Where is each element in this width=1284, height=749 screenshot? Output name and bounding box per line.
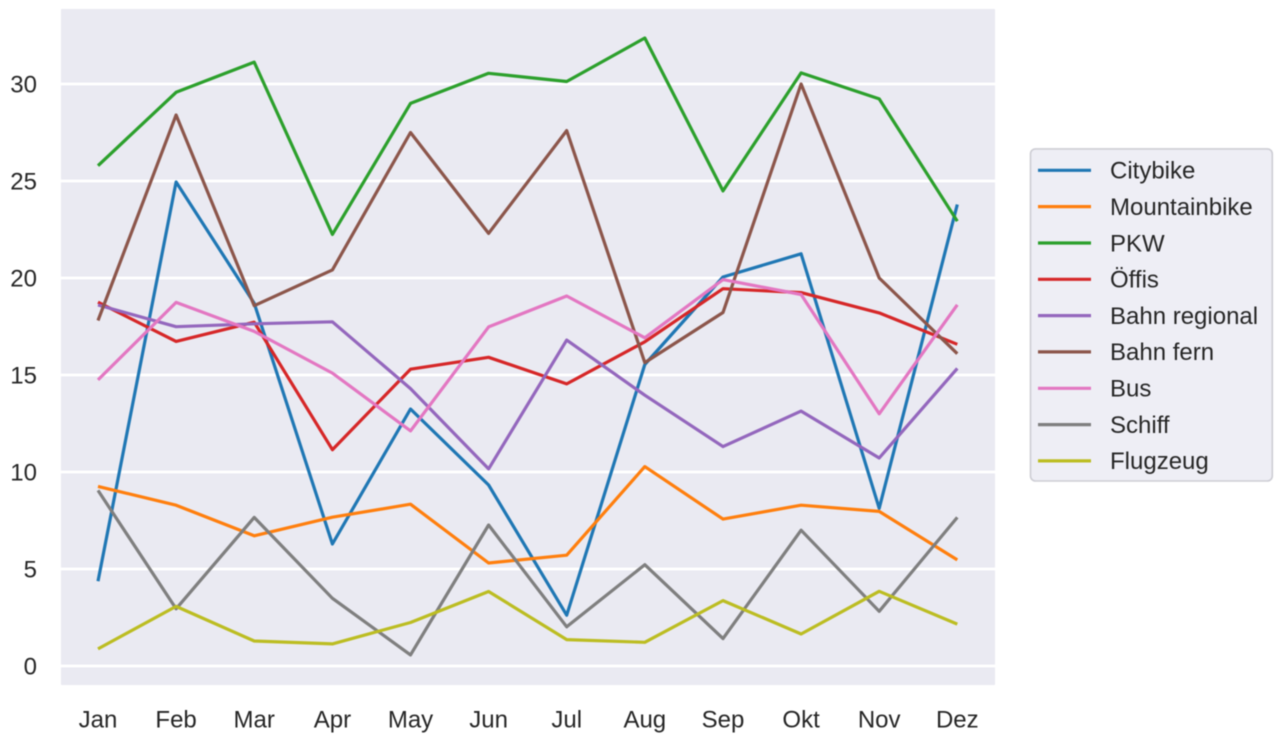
svg-text:Jun: Jun — [469, 707, 508, 734]
svg-text:10: 10 — [10, 459, 37, 486]
svg-text:Sep: Sep — [702, 707, 745, 734]
svg-text:May: May — [388, 707, 433, 734]
svg-text:Jul: Jul — [551, 707, 582, 734]
svg-text:0: 0 — [24, 653, 37, 680]
svg-text:Citybike: Citybike — [1110, 158, 1195, 185]
svg-text:Flugzeug: Flugzeug — [1110, 448, 1209, 475]
svg-text:Dez: Dez — [936, 707, 979, 734]
svg-text:Apr: Apr — [314, 707, 351, 734]
svg-text:Okt: Okt — [782, 707, 820, 734]
svg-text:Bahn fern: Bahn fern — [1110, 339, 1214, 366]
svg-text:30: 30 — [10, 71, 37, 98]
svg-text:Schiff: Schiff — [1110, 412, 1170, 439]
svg-text:25: 25 — [10, 168, 37, 195]
svg-text:Feb: Feb — [155, 707, 196, 734]
svg-text:Jan: Jan — [79, 707, 118, 734]
svg-text:Bus: Bus — [1110, 376, 1151, 403]
svg-text:15: 15 — [10, 362, 37, 389]
svg-text:Mar: Mar — [234, 707, 275, 734]
svg-text:Nov: Nov — [858, 707, 901, 734]
svg-text:PKW: PKW — [1110, 230, 1165, 257]
svg-text:Öffis: Öffis — [1110, 267, 1159, 294]
svg-text:Bahn regional: Bahn regional — [1110, 303, 1258, 330]
svg-text:20: 20 — [10, 265, 37, 292]
svg-text:Aug: Aug — [623, 707, 666, 734]
svg-text:5: 5 — [24, 556, 37, 583]
svg-text:Mountainbike: Mountainbike — [1110, 194, 1253, 221]
